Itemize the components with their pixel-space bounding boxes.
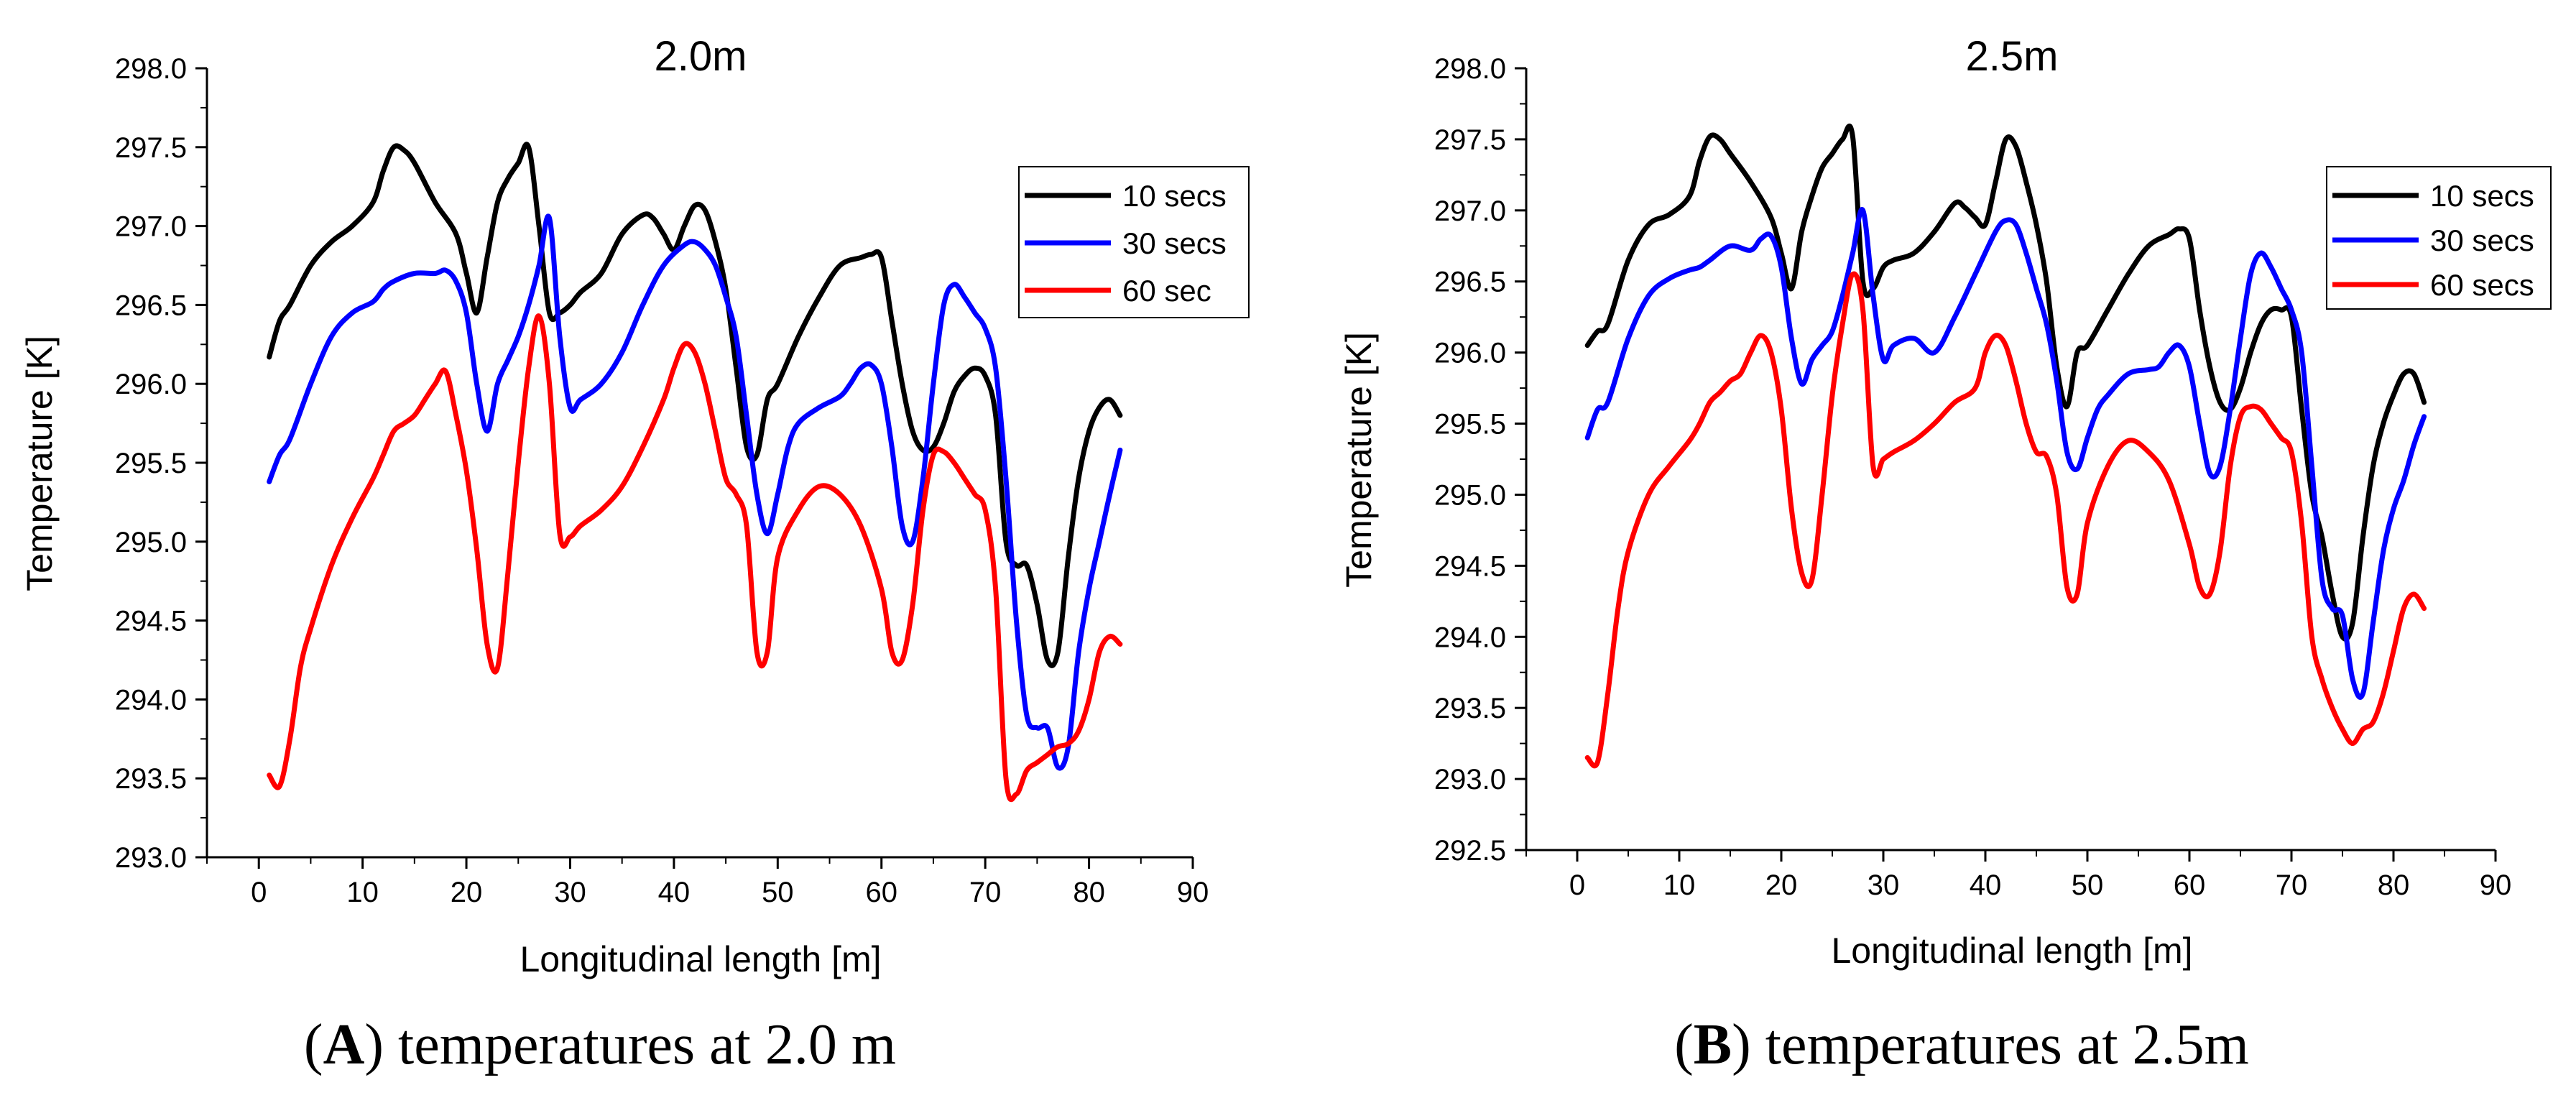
y-tick-label: 297.0 (115, 211, 187, 243)
series-line-2 (267, 313, 1123, 803)
x-tick-label: 60 (2174, 869, 2206, 901)
chart-b-plot (1584, 123, 2427, 769)
chart-a-title: 2.0m (655, 33, 747, 80)
y-tick-label: 297.5 (115, 132, 187, 164)
y-tick-label: 296.5 (1434, 267, 1506, 298)
chart-b-legend-items: 10 secs 30 secs 60 secs (2332, 179, 2534, 302)
series-line-2 (1584, 271, 2427, 769)
x-tick-label: 50 (762, 877, 794, 908)
chart-a-x-ticks: 0 10 20 30 40 50 60 70 80 90 (206, 857, 1209, 908)
legend-label: 30 secs (1122, 226, 1227, 260)
y-tick-label: 295.5 (1434, 409, 1506, 440)
x-tick-label: 80 (2378, 869, 2410, 901)
x-tick-label: 0 (1569, 869, 1585, 901)
chart-a-plot (267, 142, 1123, 803)
y-tick-label: 292.5 (1434, 835, 1506, 867)
x-tick-label: 80 (1073, 877, 1105, 908)
x-tick-label: 70 (969, 877, 1002, 908)
series-line-0 (267, 142, 1123, 668)
x-tick-label: 30 (1868, 869, 1900, 901)
caption-b-text: ) temperatures at 2.5m (1732, 1013, 2249, 1076)
chart-b-y-ticks: 292.5 293.0 293.5 294.0 294.5 295.0 295.5 296.0… (1434, 53, 1526, 867)
x-tick-label: 50 (2072, 869, 2104, 901)
x-tick-label: 30 (554, 877, 586, 908)
chart-b-y-axis-label: Temperature [K] (1339, 332, 1379, 588)
chart-panel-a: 293.0 293.5 294.0 294.5 295.0 295.5 296.0 296.5… (19, 33, 1250, 979)
caption-a-letter: A (323, 1013, 365, 1076)
y-tick-label: 296.0 (115, 369, 187, 400)
legend-label: 60 secs (2430, 268, 2534, 302)
legend-label: 30 secs (2430, 223, 2534, 257)
x-tick-label: 40 (1970, 869, 2002, 901)
x-tick-label: 70 (2276, 869, 2308, 901)
chart-a-y-ticks: 293.0 293.5 294.0 294.5 295.0 295.5 296.0 296.5… (115, 53, 207, 874)
chart-b-title: 2.5m (1966, 33, 2059, 80)
y-tick-label: 296.5 (115, 290, 187, 321)
y-tick-label: 293.0 (1434, 764, 1506, 795)
y-tick-label: 295.0 (115, 527, 187, 558)
legend-label: 10 secs (2430, 179, 2534, 213)
series-line-1 (1584, 207, 2427, 700)
y-tick-label: 297.0 (1434, 195, 1506, 227)
y-tick-label: 294.5 (115, 606, 187, 637)
x-tick-label: 90 (2480, 869, 2512, 901)
chart-a-legend: 10 secs 30 secs 60 sec (1018, 166, 1250, 318)
y-tick-label: 293.5 (115, 763, 187, 795)
y-tick-label: 296.0 (1434, 338, 1506, 369)
caption-b-letter: B (1694, 1013, 1732, 1076)
x-tick-label: 10 (1663, 869, 1696, 901)
caption-b: (B) temperatures at 2.5m (1674, 1013, 2249, 1076)
y-tick-label: 294.0 (1434, 622, 1506, 653)
chart-b-x-axis-label: Longitudinal length [m] (1831, 931, 2192, 971)
y-tick-label: 298.0 (1434, 53, 1506, 85)
caption-a: (A) temperatures at 2.0 m (304, 1013, 896, 1076)
chart-b-legend: 10 secs 30 secs 60 secs (2326, 166, 2552, 310)
y-tick-label: 298.0 (115, 53, 187, 85)
chart-panel-b: 292.5 293.0 293.5 294.0 294.5 295.0 295.5 296.0… (1339, 33, 2552, 971)
y-tick-label: 293.0 (115, 842, 187, 874)
chart-a-legend-items: 10 secs 30 secs 60 sec (1025, 179, 1227, 308)
series-line-1 (267, 213, 1123, 771)
chart-b-x-ticks: 0 10 20 30 40 50 60 70 80 90 (1525, 850, 2512, 901)
chart-a-y-axis-label: Temperature [K] (19, 336, 60, 591)
x-tick-label: 10 (346, 877, 379, 908)
caption-a-text: ) temperatures at 2.0 m (364, 1013, 896, 1076)
y-tick-label: 293.5 (1434, 693, 1506, 724)
y-tick-label: 294.5 (1434, 550, 1506, 582)
x-tick-label: 20 (451, 877, 483, 908)
x-tick-label: 90 (1177, 877, 1209, 908)
y-tick-label: 297.5 (1434, 124, 1506, 156)
legend-label: 10 secs (1122, 179, 1227, 213)
y-tick-label: 295.5 (115, 448, 187, 479)
legend-label: 60 sec (1122, 274, 1211, 308)
chart-a-x-axis-label: Longitudinal length [m] (520, 939, 881, 979)
x-tick-label: 0 (251, 877, 267, 908)
y-tick-label: 294.0 (115, 684, 187, 716)
y-tick-label: 295.0 (1434, 479, 1506, 511)
x-tick-label: 60 (865, 877, 897, 908)
series-line-0 (1584, 123, 2427, 642)
x-tick-label: 40 (658, 877, 691, 908)
x-tick-label: 20 (1765, 869, 1798, 901)
